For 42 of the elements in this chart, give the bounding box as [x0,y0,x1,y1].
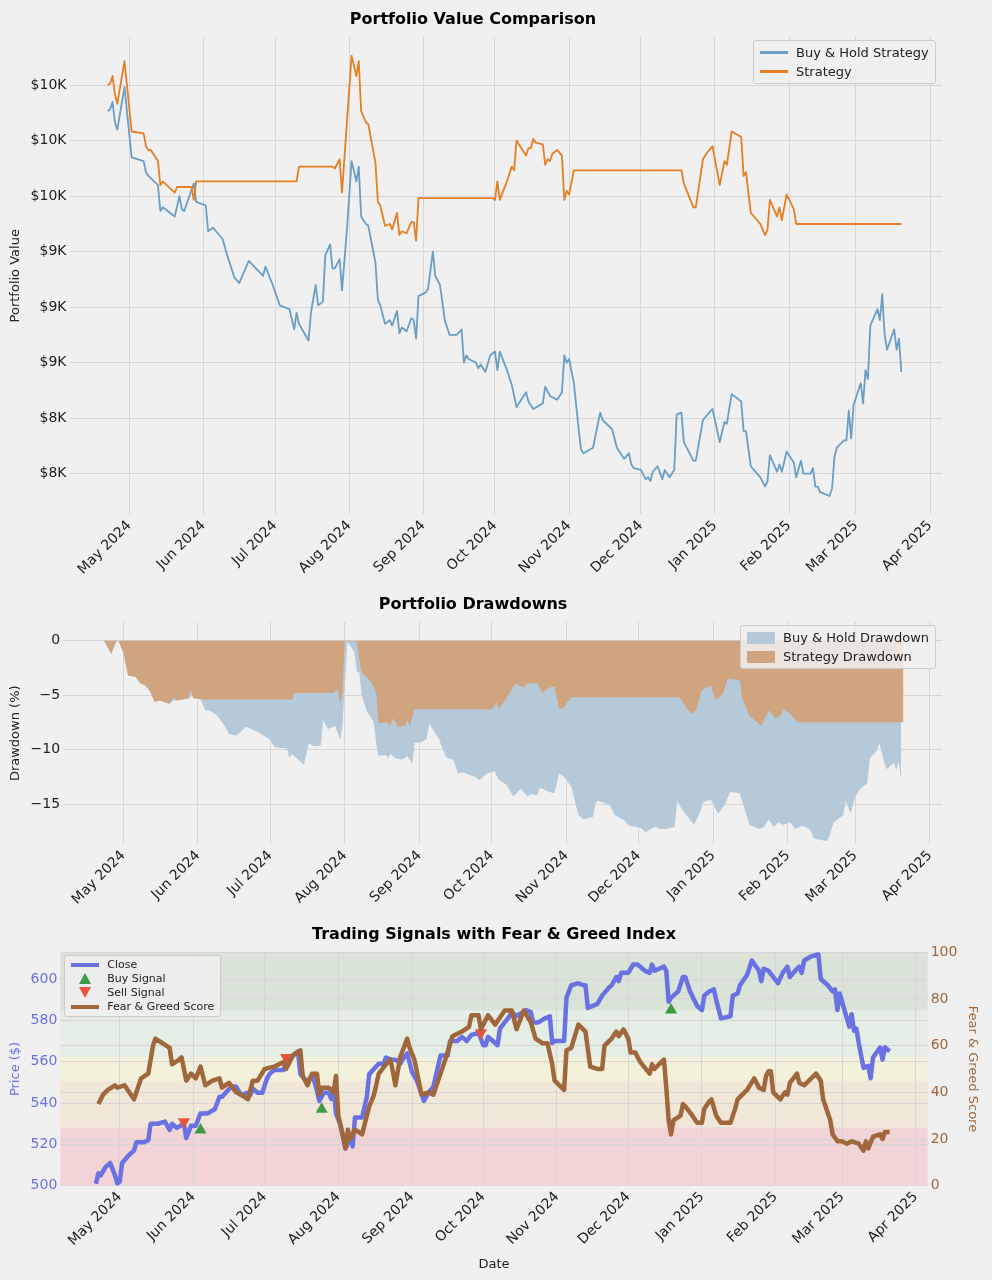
point [194,1122,207,1134]
y2-tick-label: 100 [930,942,958,959]
legend-label: Buy & Hold Strategy [796,44,929,63]
y-tick-label: $9K [39,242,68,259]
chart-title: Trading Signals with Fear & Greed Index [312,923,677,943]
y2-axis-title: Fear & Greed Score [965,1005,981,1133]
y-tick-label: $10K [30,186,68,203]
y-tick-label: 580 [30,1011,58,1028]
y-tick-label: $9K [39,353,68,370]
point [315,1102,328,1113]
y-tick-label: $8K [39,408,68,425]
y-tick-label: $9K [39,297,68,314]
legend-label: Strategy [796,63,852,82]
y-tick-label: $10K [30,75,68,92]
y-tick-label: −10 [30,740,61,757]
chart-title: Portfolio Drawdowns [378,593,568,613]
legend-label: Buy & Hold Drawdown [783,629,930,648]
y-axis-title: Portfolio Value [7,229,23,323]
y2-tick-label: 20 [930,1129,949,1146]
y-tick-label: 560 [30,1052,58,1069]
series-label: Strategy Drawdown [783,648,912,667]
y-axis-title: Price ($) [7,1041,23,1097]
chart-title: Portfolio Value Comparison [349,8,597,28]
y-tick-label: −15 [30,794,61,811]
y2-tick-label: 80 [930,989,949,1006]
y-tick-label: 500 [30,1176,58,1193]
y-tick-label: −5 [39,685,61,702]
y-tick-label: $8K [39,464,68,481]
x-axis-title: Date [478,1255,510,1271]
y-tick-label: 540 [30,1093,58,1110]
y-tick-label: 520 [30,1135,58,1152]
y2-tick-label: 40 [930,1082,949,1099]
y-tick-label: 600 [30,969,58,986]
y2-tick-label: 0 [930,1176,940,1193]
y-tick-label: 0 [51,631,61,648]
legend-label: Buy Signal [107,972,166,987]
legend-label: Close [107,958,138,973]
legend-label: Sell Signal [107,986,165,1001]
y-axis-title: Drawdown (%) [7,685,23,782]
y2-tick-label: 60 [930,1036,949,1053]
y-tick-label: $10K [30,131,68,148]
legend-label: Fear & Greed Score [107,1000,215,1015]
